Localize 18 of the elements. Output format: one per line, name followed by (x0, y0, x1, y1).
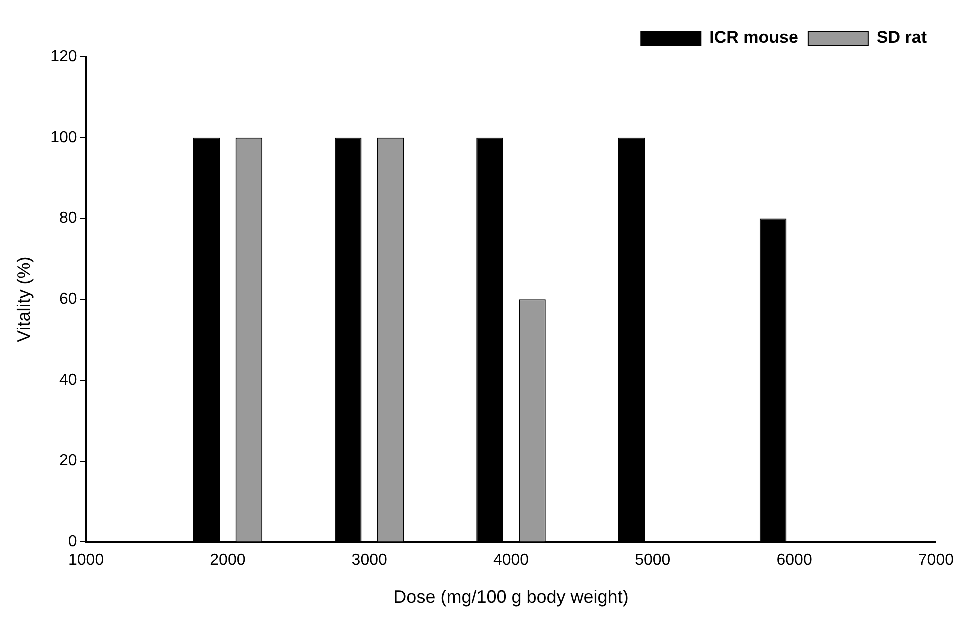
x-tick-label: 7000 (918, 552, 954, 570)
y-tick-label: 20 (60, 452, 78, 470)
y-tick-label: 80 (60, 210, 78, 228)
legend-label: SD rat (876, 28, 928, 48)
y-tick-label: 100 (50, 129, 78, 146)
x-tick-label: 6000 (776, 552, 812, 570)
x-tick-label: 1000 (68, 552, 104, 570)
x-tick-label: 5000 (635, 552, 671, 570)
y-tick-label: 60 (60, 291, 78, 308)
y-axis-title: Vitality (%) (14, 256, 34, 342)
x-axis-title: Dose (mg/100 g body weight) (394, 587, 629, 608)
x-tick-label: 4000 (493, 552, 530, 570)
x-tick-label: 2000 (210, 552, 246, 570)
y-tick-label: 120 (50, 48, 78, 66)
x-tick-label: 3000 (352, 552, 388, 570)
y-tick-label: 40 (60, 372, 78, 389)
y-tick-label: 0 (68, 534, 78, 551)
legend-label: ICR mouse (710, 28, 798, 48)
